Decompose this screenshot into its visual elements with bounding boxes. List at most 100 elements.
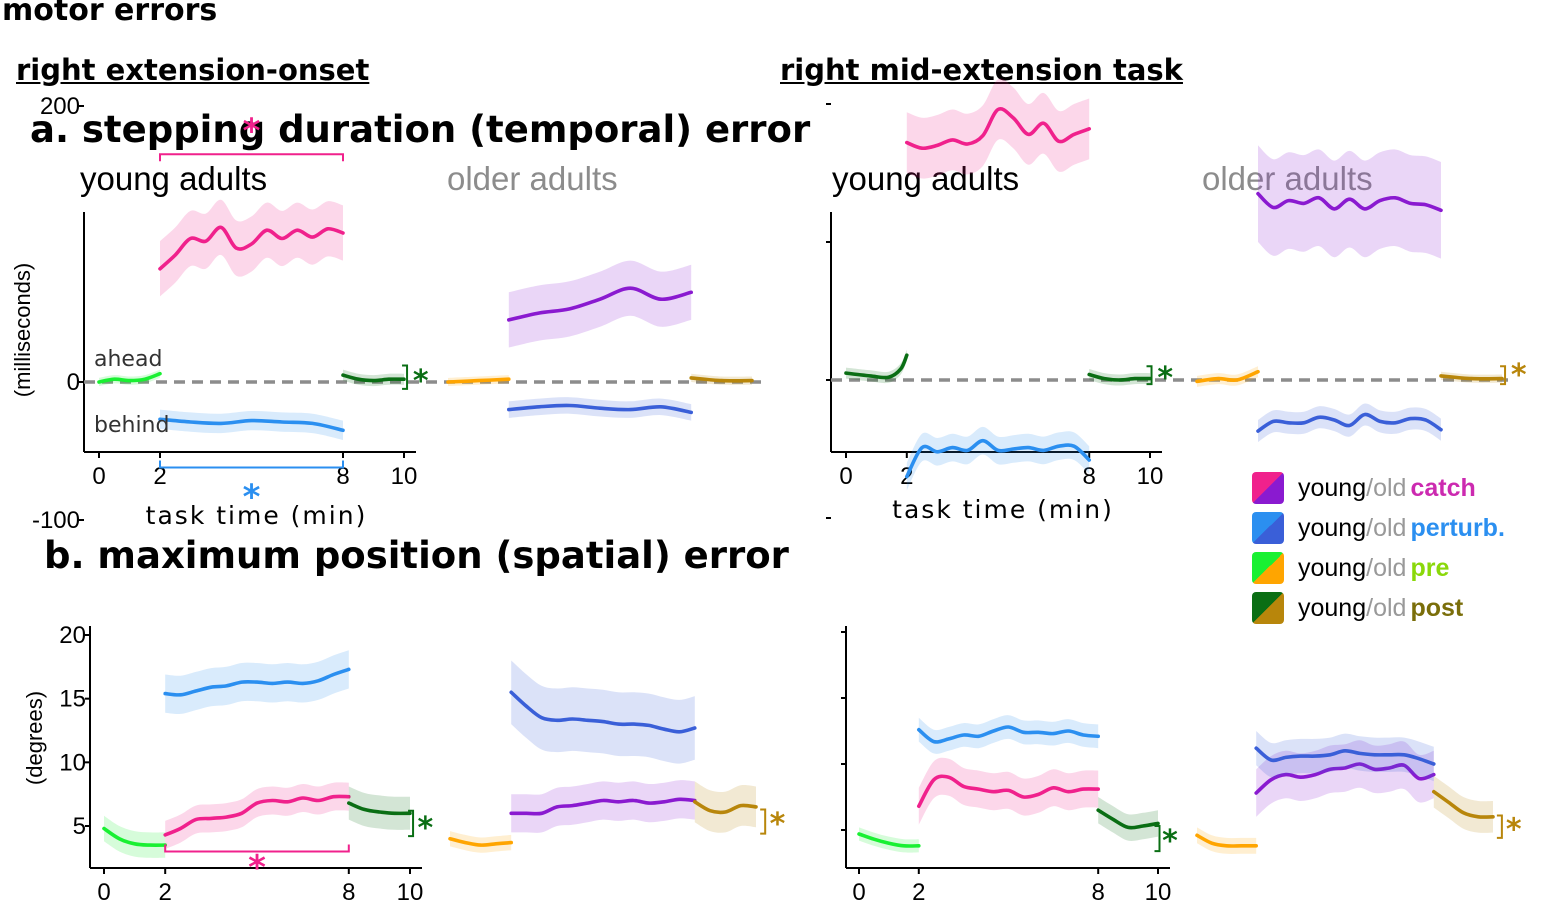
b-mid-young-catch-line bbox=[917, 774, 1100, 808]
old-label-right: older adults bbox=[1202, 160, 1373, 197]
a-onset-xtick-label: 10 bbox=[391, 463, 418, 490]
a-mid-old-pre-line bbox=[1195, 369, 1260, 384]
b-mid-xtick-label: 0 bbox=[852, 879, 865, 906]
b-onset-xtick-label: 10 bbox=[397, 879, 424, 906]
b-mid-young-perturb-line bbox=[917, 725, 1100, 744]
legend-old: old bbox=[1373, 553, 1407, 582]
legend-swatch-perturb bbox=[1252, 512, 1284, 544]
a-onset-old-post-line bbox=[689, 376, 754, 383]
b-onset-old-catch-band bbox=[511, 780, 695, 833]
b-onset-ytick-label: 20 bbox=[59, 622, 86, 649]
b-mid-xtick-label: 10 bbox=[1145, 879, 1172, 906]
a-mid-old-pre-band bbox=[1197, 366, 1258, 387]
a-onset-young-post-band bbox=[343, 369, 404, 387]
b-onset-old-post-line bbox=[693, 800, 758, 815]
b-onset-post-old-star: * bbox=[770, 807, 786, 842]
old-label-left: older adults bbox=[447, 160, 618, 197]
left-task-title: right extension-onset bbox=[16, 53, 370, 87]
a-onset-old-perturb-line bbox=[507, 403, 693, 415]
legend-old: old bbox=[1373, 593, 1407, 622]
a-mid-young-post-band bbox=[1089, 369, 1150, 386]
a-mid-old-catch-band bbox=[1258, 145, 1441, 259]
a-onset-post-young-star: * bbox=[413, 364, 429, 399]
a-mid-young-perturb-line bbox=[905, 438, 1091, 479]
legend-young: young bbox=[1298, 473, 1367, 502]
a-onset-ytick-label: 200 bbox=[40, 93, 80, 120]
b-onset-ytick-label: 5 bbox=[73, 813, 86, 840]
b-onset-old-perturb-line bbox=[509, 690, 697, 734]
a-onset-catch-sig-star: * bbox=[243, 112, 261, 152]
b-mid-young-post-line bbox=[1096, 808, 1160, 830]
legend-old: old bbox=[1373, 513, 1407, 542]
b-mid-old-post-band bbox=[1433, 775, 1493, 833]
b-mid-old-perturb-band bbox=[1256, 731, 1434, 782]
a-onset-young-catch-band bbox=[160, 199, 343, 297]
b-onset-xtick-label: 8 bbox=[342, 879, 355, 906]
b-onset-post-young-bracket bbox=[408, 809, 415, 838]
a-mid-young-catch-line bbox=[905, 107, 1091, 151]
legend-item-catch: young / old catch bbox=[1252, 472, 1476, 504]
a-onset-old-catch-band bbox=[508, 260, 692, 348]
panel-a-title: a. stepping duration (temporal) error bbox=[30, 108, 811, 151]
b-mid-post-old-star: * bbox=[1506, 812, 1522, 847]
a-onset-xlabel: task time (min) bbox=[146, 501, 368, 530]
b-onset-xtick-label: 0 bbox=[97, 879, 110, 906]
b-onset-old-pre-line bbox=[448, 836, 513, 847]
b-onset-young-catch-band bbox=[165, 782, 349, 849]
a-mid-post-old-bracket bbox=[1500, 365, 1507, 386]
b-mid-old-perturb-line bbox=[1254, 746, 1436, 766]
b-mid-old-catch-line bbox=[1254, 762, 1436, 795]
panel-b-title: b. maximum position (spatial) error bbox=[44, 534, 789, 577]
young-label-left: young adults bbox=[80, 160, 268, 197]
a-mid-old-catch-line bbox=[1256, 191, 1443, 213]
legend-cond-post: post bbox=[1410, 593, 1464, 622]
a-mid-xtick-label: 0 bbox=[839, 463, 852, 490]
legend-young: young bbox=[1298, 553, 1367, 582]
b-onset-ytick-label: 10 bbox=[59, 749, 86, 776]
a-mid-young-catch-band bbox=[906, 78, 1090, 179]
a-onset-young-pre-line bbox=[97, 371, 162, 384]
b-mid-young-post-band bbox=[1098, 797, 1158, 841]
a-mid-post-young-bracket bbox=[1146, 365, 1153, 386]
b-onset-young-pre-band bbox=[104, 815, 166, 858]
a-onset-young-perturb-band bbox=[160, 409, 343, 440]
a-mid-xtick-label: 10 bbox=[1137, 463, 1164, 490]
b-mid-young-perturb-band bbox=[918, 715, 1099, 754]
a-mid-old-perturb-line bbox=[1256, 412, 1443, 433]
a-mid-old-post-line bbox=[1439, 374, 1504, 381]
b-mid-young-pre-band bbox=[859, 827, 919, 853]
a-onset-ytick-label: -100 bbox=[32, 507, 80, 534]
figure-title: motor errors bbox=[2, 0, 218, 28]
a-onset-perturb-sig-bracket bbox=[159, 460, 344, 469]
a-onset-young-pre-band bbox=[99, 369, 160, 387]
b-onset-old-catch-line bbox=[509, 797, 697, 816]
b-onset-young-perturb-line bbox=[163, 667, 351, 697]
a-mid-post-old-star: * bbox=[1511, 358, 1527, 393]
b-onset-xtick-label: 2 bbox=[159, 879, 172, 906]
a-onset-xtick-label: 8 bbox=[336, 463, 349, 490]
b-mid-young-pre-line bbox=[857, 832, 921, 848]
right-task-title: right mid-extension task bbox=[780, 53, 1183, 87]
b-onset-catch-sig-bracket bbox=[164, 844, 350, 853]
b-onset-ytick-label: 15 bbox=[59, 686, 86, 713]
b-onset-ylabel: (degrees) bbox=[22, 691, 47, 785]
a-mid-young-perturb-band bbox=[906, 426, 1090, 491]
legend-item-perturb: young / old perturb. bbox=[1252, 512, 1505, 544]
b-onset-post-old-bracket bbox=[760, 808, 767, 835]
legend-young: young bbox=[1298, 513, 1367, 542]
b-onset-young-pre-line bbox=[102, 826, 167, 847]
legend-swatch-post bbox=[1252, 592, 1284, 624]
b-onset-post-young-star: * bbox=[417, 811, 433, 846]
b-onset-old-post-band bbox=[694, 781, 756, 833]
legend-slash: / bbox=[1366, 513, 1374, 542]
b-mid-post-young-star: * bbox=[1162, 824, 1178, 859]
b-mid-old-pre-line bbox=[1195, 833, 1258, 848]
legend-swatch-pre bbox=[1252, 552, 1284, 584]
legend-cond-pre: pre bbox=[1410, 553, 1450, 582]
b-mid-old-catch-band bbox=[1256, 740, 1434, 817]
young-label-right: young adults bbox=[832, 160, 1020, 197]
a-onset-xtick-label: 0 bbox=[92, 463, 105, 490]
a-onset-post-young-bracket bbox=[402, 364, 409, 390]
b-onset-young-post-line bbox=[347, 801, 412, 816]
a-onset-ahead-label: ahead bbox=[94, 347, 162, 372]
